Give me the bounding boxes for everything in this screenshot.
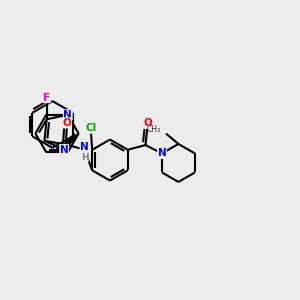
- Text: F: F: [43, 93, 50, 103]
- Text: N: N: [158, 148, 166, 158]
- Text: O: O: [63, 118, 72, 128]
- Text: CH₃: CH₃: [146, 125, 161, 134]
- Text: Cl: Cl: [85, 123, 96, 133]
- Text: N: N: [80, 142, 89, 152]
- Text: H: H: [81, 152, 88, 161]
- Text: N: N: [60, 145, 68, 154]
- Text: N: N: [63, 110, 72, 120]
- Text: O: O: [143, 118, 152, 128]
